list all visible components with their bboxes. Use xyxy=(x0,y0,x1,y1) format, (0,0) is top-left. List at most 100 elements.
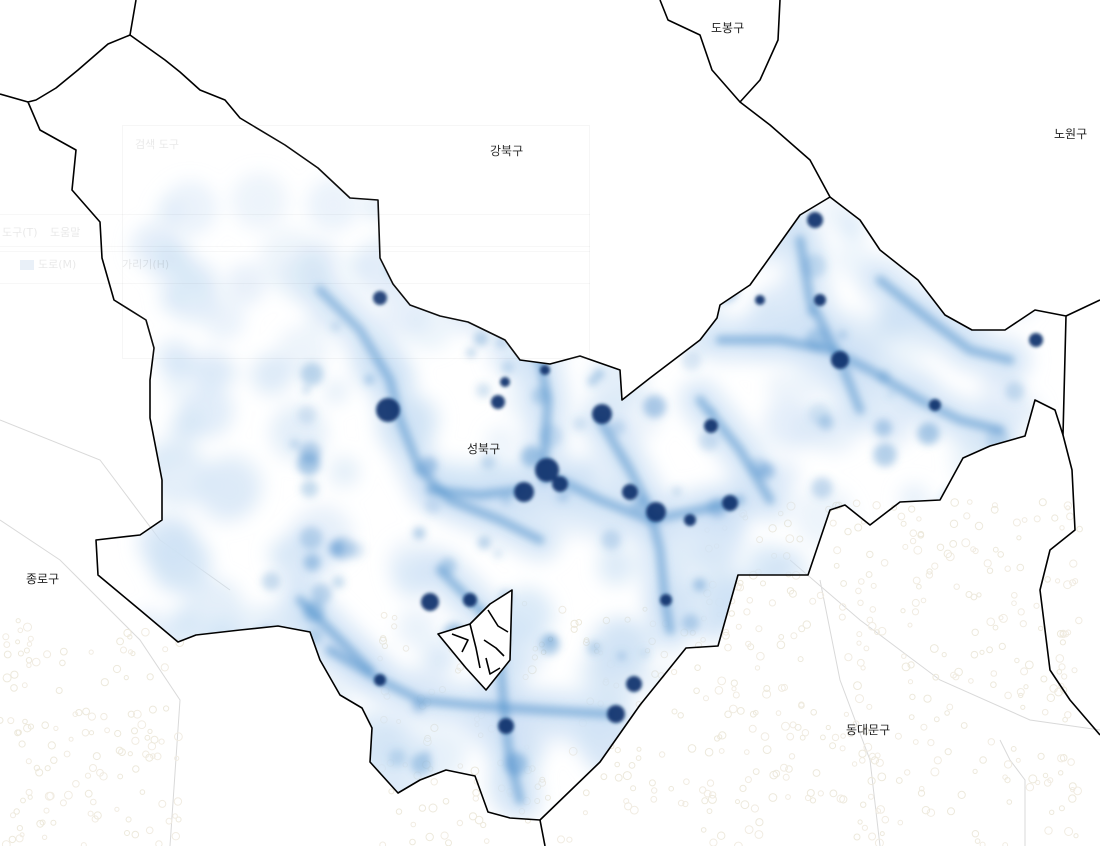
street-line xyxy=(819,579,881,846)
building-point xyxy=(847,730,855,738)
heat-blob xyxy=(397,608,436,647)
building-point xyxy=(991,502,998,509)
building-point xyxy=(84,772,92,779)
heat-blob xyxy=(626,185,672,231)
heat-blob xyxy=(421,749,432,760)
building-point xyxy=(703,789,712,798)
building-point xyxy=(798,702,805,709)
heat-blob xyxy=(311,583,332,604)
heat-blob xyxy=(299,441,322,464)
building-point xyxy=(2,673,12,683)
heat-blob xyxy=(669,326,686,343)
heat-blob xyxy=(698,431,719,451)
building-point xyxy=(27,635,34,642)
building-point xyxy=(1059,639,1067,646)
heat-blob xyxy=(893,598,929,634)
building-point xyxy=(10,684,18,692)
building-point xyxy=(13,808,20,815)
heat-blob xyxy=(305,675,327,697)
heat-blob xyxy=(1005,256,1029,280)
building-point xyxy=(1070,787,1076,793)
building-point xyxy=(683,778,690,786)
building-point xyxy=(953,583,960,590)
building-point xyxy=(986,646,993,654)
building-point xyxy=(931,562,939,570)
building-point xyxy=(480,821,487,829)
building-point xyxy=(72,780,80,788)
heat-blob xyxy=(325,381,347,403)
building-point xyxy=(1075,616,1083,625)
heat-blob xyxy=(926,247,958,278)
heat-blob xyxy=(853,762,867,776)
heat-corridor xyxy=(315,285,545,545)
heat-blob xyxy=(782,715,825,758)
building-point xyxy=(907,622,913,628)
heat-blob xyxy=(300,362,324,386)
building-point xyxy=(538,779,547,787)
building-point xyxy=(736,583,745,592)
building-point xyxy=(916,516,922,522)
heat-blob xyxy=(321,762,361,802)
building-point xyxy=(558,605,567,614)
building-point xyxy=(863,742,873,752)
heat-blob xyxy=(308,310,329,331)
building-point xyxy=(748,724,757,733)
east-boundary-south xyxy=(1039,434,1100,736)
heat-blob xyxy=(331,536,355,561)
building-point xyxy=(35,768,44,777)
building-point xyxy=(131,727,138,735)
building-point xyxy=(1062,630,1070,638)
heat-blob xyxy=(192,350,232,391)
district-label-dobong: 도봉구 xyxy=(711,21,744,35)
building-point xyxy=(2,633,10,641)
heat-blob xyxy=(758,462,775,480)
building-point xyxy=(708,791,717,799)
heat-blob xyxy=(520,445,543,468)
building-point xyxy=(89,764,97,772)
building-point xyxy=(93,811,102,820)
building-point xyxy=(1004,777,1011,784)
building-point xyxy=(1006,799,1013,805)
building-point xyxy=(867,776,876,786)
building-point xyxy=(15,834,24,843)
building-point xyxy=(614,761,621,768)
heat-blob xyxy=(874,419,893,437)
building-point xyxy=(19,832,25,838)
heat-blob xyxy=(641,308,670,337)
heat-hotspot xyxy=(535,458,559,482)
target-area[interactable] xyxy=(437,589,513,691)
building-point xyxy=(153,752,162,761)
building-point xyxy=(430,778,438,786)
building-point xyxy=(825,724,831,731)
building-point xyxy=(932,673,940,681)
heat-blob xyxy=(289,439,300,450)
building-point xyxy=(583,637,590,643)
building-point xyxy=(853,833,861,841)
building-point xyxy=(155,840,163,846)
heat-blob xyxy=(424,497,441,515)
building-point xyxy=(115,746,124,755)
building-point xyxy=(10,812,16,819)
target-block-outline[interactable] xyxy=(437,589,513,691)
building-point xyxy=(744,825,754,834)
building-point xyxy=(23,724,32,733)
building-point xyxy=(812,769,821,777)
heat-blob xyxy=(998,607,1010,620)
building-point xyxy=(869,606,877,613)
building-point xyxy=(127,634,133,640)
building-point xyxy=(972,768,978,775)
building-point xyxy=(1011,592,1018,599)
heat-blob xyxy=(717,576,779,637)
building-point xyxy=(782,773,790,781)
heat-blob xyxy=(165,350,197,382)
building-point xyxy=(760,580,766,587)
heat-blob xyxy=(991,638,1029,675)
heat-blob xyxy=(419,456,438,475)
heat-blob xyxy=(937,268,974,305)
heat-hotspot xyxy=(376,398,400,422)
building-point xyxy=(25,788,33,796)
heat-hotspot xyxy=(514,482,534,502)
heat-blob xyxy=(968,220,1007,260)
